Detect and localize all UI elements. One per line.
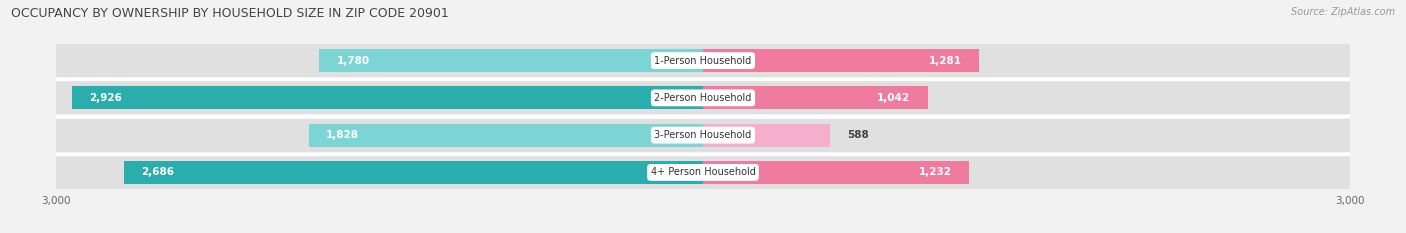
Bar: [703, 156, 1350, 189]
Text: 1,042: 1,042: [877, 93, 911, 103]
Bar: [703, 44, 1350, 77]
Text: 2,926: 2,926: [90, 93, 122, 103]
Text: Source: ZipAtlas.com: Source: ZipAtlas.com: [1291, 7, 1395, 17]
Text: 3-Person Household: 3-Person Household: [654, 130, 752, 140]
Bar: [72, 86, 703, 110]
Bar: [703, 123, 830, 147]
Bar: [124, 161, 703, 184]
Bar: [309, 123, 703, 147]
Bar: [703, 86, 928, 110]
Text: 1-Person Household: 1-Person Household: [654, 56, 752, 65]
Text: 1,780: 1,780: [336, 56, 370, 65]
Text: 588: 588: [846, 130, 869, 140]
Text: 2,686: 2,686: [141, 168, 174, 177]
Bar: [56, 156, 703, 189]
Bar: [56, 119, 703, 151]
Text: 1,232: 1,232: [918, 168, 952, 177]
Bar: [56, 82, 703, 114]
Text: 1,281: 1,281: [929, 56, 962, 65]
Bar: [703, 82, 1350, 114]
Text: OCCUPANCY BY OWNERSHIP BY HOUSEHOLD SIZE IN ZIP CODE 20901: OCCUPANCY BY OWNERSHIP BY HOUSEHOLD SIZE…: [11, 7, 449, 20]
Bar: [56, 44, 703, 77]
Text: 4+ Person Household: 4+ Person Household: [651, 168, 755, 177]
Text: 2-Person Household: 2-Person Household: [654, 93, 752, 103]
Text: 1,828: 1,828: [326, 130, 359, 140]
Bar: [703, 49, 979, 72]
Bar: [703, 119, 1350, 151]
Bar: [703, 161, 969, 184]
Bar: [319, 49, 703, 72]
